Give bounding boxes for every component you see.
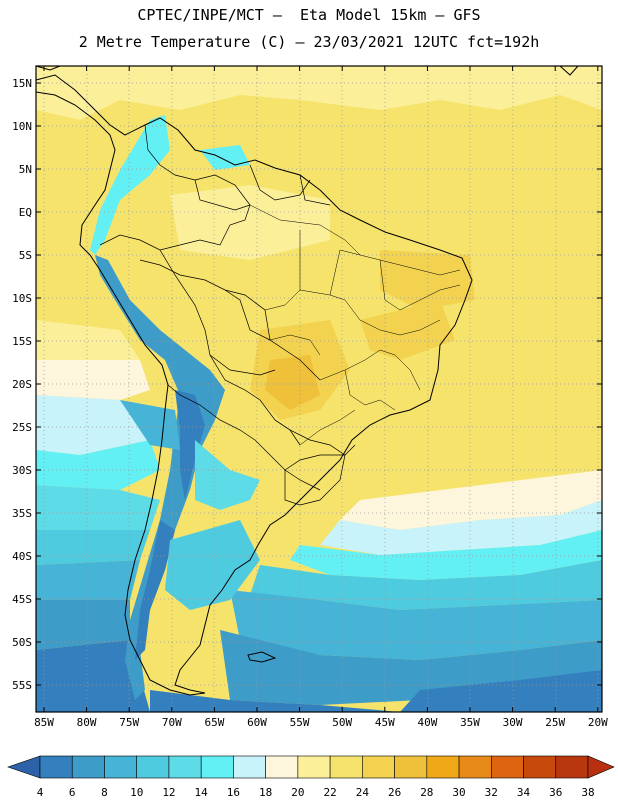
longitude-label: 50W [332,716,352,729]
longitude-label: 45W [375,716,395,729]
colorbar-swatch [233,755,266,779]
longitude-label: 80W [77,716,97,729]
coastlines [35,65,579,696]
colorbar-label: 26 [388,786,401,799]
temperature-field [36,66,602,712]
colorbar-swatch [490,755,524,779]
colorbar-label: 24 [356,786,370,799]
longitude-label: 70W [162,716,182,729]
longitude-label: 55W [290,716,310,729]
colorbar-label: 30 [452,786,465,799]
colorbar-label: 4 [37,786,44,799]
latitude-label: 10N [12,120,32,133]
colorbar-label: 14 [195,786,209,799]
colorbar-label: 8 [101,786,108,799]
colorbar-swatch [523,755,557,779]
colorbar-label: 6 [69,786,76,799]
colorbar: 4 6 8 10 12 14 16 18 20 22 24 26 28 30 32 34 36 38 [7,755,615,799]
colorbar-swatch [39,755,73,779]
latitude-label: 55S [12,679,32,692]
longitude-labels: 85W 80W 75W 70W 65W 60W 55W 50W 45W 40W 35W 30W 25W 2… [34,66,608,729]
latitude-label: 5S [19,249,32,262]
colorbar-label: 20 [291,786,304,799]
colorbar-swatch [458,755,492,779]
colorbar-swatch [265,755,299,779]
colorbar-swatch [394,755,428,779]
latitude-label: 10S [12,292,32,305]
latitude-label: 35S [12,507,32,520]
colorbar-arrow-left [7,755,41,779]
colorbar-swatch [362,755,395,779]
colorbar-label: 34 [517,786,531,799]
colorbar-label: 22 [323,786,336,799]
colorbar-arrow-right [587,755,615,779]
longitude-label: 60W [247,716,267,729]
colorbar-swatch [136,755,170,779]
colorbar-label: 18 [259,786,272,799]
map-frame [35,65,603,713]
longitude-label: 25W [545,716,565,729]
colorbar-swatch [104,755,138,779]
colorbar-swatch [555,755,589,779]
longitude-label: 85W [34,716,54,729]
colorbar-swatch [168,755,202,779]
colorbar-swatch [200,755,234,779]
colorbar-swatch [329,755,363,779]
colorbar-label: 10 [130,786,143,799]
colorbar-swatch [426,755,460,779]
longitude-label: 65W [204,716,224,729]
colorbar-label: 38 [581,786,594,799]
latitude-label: 15S [12,335,32,348]
latitude-label: 30S [12,464,32,477]
latitude-label: EQ [19,206,32,219]
colorbar-label: 28 [420,786,433,799]
latitude-label: 45S [12,593,32,606]
map-title-line-2: 2 Metre Temperature (C) – 23/03/2021 12U… [78,33,540,51]
colorbar-swatch [297,755,331,779]
colorbar-label: 12 [162,786,175,799]
latitude-label: 15N [12,77,32,90]
colorbar-label: 32 [485,786,498,799]
latitude-label: 5N [19,163,32,176]
latitude-label: 20S [12,378,32,391]
longitude-label: 20W [588,716,608,729]
map-title-line-1: CPTEC/INPE/MCT – Eta Model 15km – GFS [137,6,481,24]
longitude-label: 35W [460,716,480,729]
colorbar-swatch [71,755,105,779]
longitude-label: 30W [503,716,523,729]
latitude-label: 40S [12,550,32,563]
longitude-label: 75W [119,716,139,729]
latitude-label: 50S [12,636,32,649]
longitude-label: 40W [417,716,437,729]
latitude-label: 25S [12,421,32,434]
colorbar-label: 16 [227,786,240,799]
state-borders [249,204,461,446]
colorbar-label: 36 [549,786,562,799]
country-borders [99,124,356,506]
latitude-labels: 15N 10N 5N EQ 5S 10S 15S 20S 25S 30S 35S 40S 45S 50S 5… [12,77,602,692]
